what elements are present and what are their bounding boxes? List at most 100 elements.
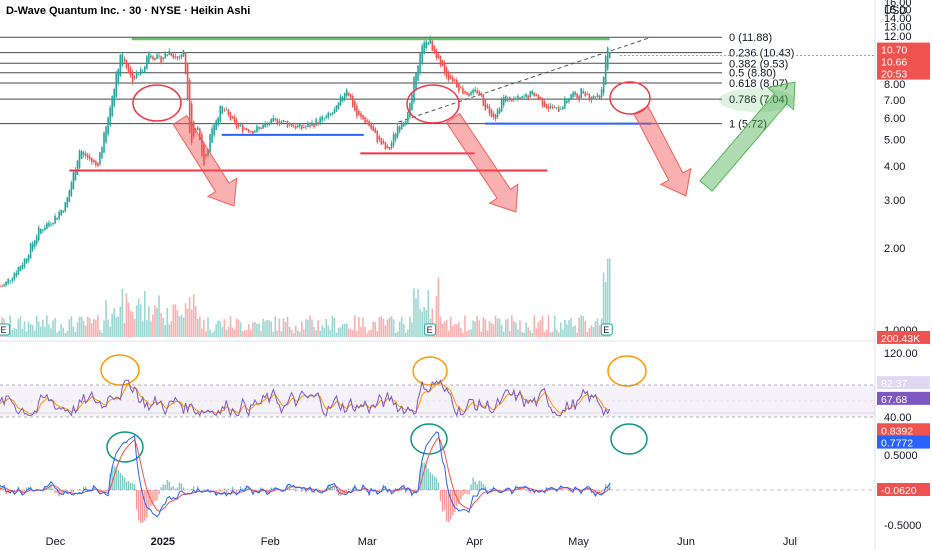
candle-body [425, 41, 428, 49]
volume-bar [152, 314, 154, 337]
volume-bar [258, 323, 260, 337]
volume-bar [427, 289, 430, 337]
candle-body [472, 89, 474, 94]
volume-bar [519, 320, 521, 337]
candle-body [270, 118, 273, 125]
candle-body [82, 152, 85, 155]
candle-body [0, 285, 1, 287]
histogram-bar [84, 486, 87, 490]
fibonacci-retracement[interactable]: 0 (11.88) 0.236 (10.43)0.382 (9.53)0.5 (8… [0, 32, 795, 131]
candle-body [148, 52, 150, 63]
volume-bar [186, 308, 189, 337]
volume-bar [227, 326, 230, 337]
volume-bar [292, 332, 295, 337]
histogram-bar [178, 482, 181, 490]
histogram-bar [150, 490, 152, 507]
price-tick-label: 6.00 [884, 113, 905, 125]
candle-body [553, 107, 556, 108]
volume-bar [562, 329, 564, 337]
candle-body [337, 102, 340, 109]
candle-body [478, 91, 481, 95]
volume-bar [559, 322, 562, 337]
volume-bar [309, 315, 311, 337]
histogram-bar [588, 488, 591, 490]
volume-bar [604, 282, 607, 337]
volume-bar [574, 325, 576, 337]
volume-bar [62, 327, 65, 337]
annotation-arrows[interactable] [172, 81, 796, 213]
histogram-bar [462, 490, 464, 496]
volume-bar [356, 330, 358, 337]
candle-body [17, 267, 20, 275]
volume-bar [107, 319, 109, 337]
volume-bar [148, 306, 150, 337]
candle-body [5, 281, 7, 286]
candle-body [46, 223, 48, 230]
candle-body [439, 55, 442, 65]
candle-body [143, 66, 146, 72]
candle-body [170, 53, 173, 56]
volume-bar [345, 323, 348, 337]
volume-bar [347, 328, 350, 337]
volume-bar [537, 322, 540, 337]
down-arrow-projected [633, 105, 692, 197]
histogram-bar [445, 490, 448, 522]
earnings-marker-label: E [427, 325, 433, 335]
candle-body [586, 94, 589, 95]
candle-body [606, 47, 609, 70]
histogram-bar [170, 487, 172, 490]
volume-bar [211, 332, 213, 337]
candle-body [109, 107, 111, 126]
rsi-value-tag [877, 376, 930, 390]
volume-bar [494, 315, 497, 337]
histogram-bar [190, 488, 193, 490]
candle-body [504, 95, 507, 102]
candle-body [474, 89, 476, 92]
volume-bar [90, 323, 93, 337]
volume-bar [305, 319, 307, 337]
fib-level-label: 0 (11.88) [729, 32, 772, 44]
volume-bar [266, 320, 268, 337]
volume-bar [329, 329, 332, 337]
candle-body [358, 110, 360, 116]
candle-body [243, 128, 246, 130]
candle-body [370, 123, 372, 129]
rsi-ma-value-tag [877, 391, 930, 405]
candle-body [449, 76, 452, 79]
histogram-bar [131, 483, 134, 490]
candle-body [154, 57, 156, 60]
histogram-bar [500, 490, 503, 492]
histogram-bar [160, 487, 162, 490]
volume-bar [482, 317, 485, 337]
candle-body [276, 119, 279, 124]
candle-body [351, 96, 354, 107]
volume-bar [95, 320, 97, 337]
candle-body [339, 96, 342, 106]
candle-body [502, 97, 505, 106]
candle-body [317, 122, 319, 125]
candle-body [58, 212, 60, 219]
histogram-bar [431, 474, 434, 490]
drawn-lines[interactable] [69, 37, 652, 172]
volume-bar [478, 320, 481, 337]
volume-bar [99, 329, 101, 337]
histogram-bar [272, 488, 274, 490]
volume-bar [533, 315, 536, 337]
candle-body [90, 157, 93, 163]
histogram-bar [384, 486, 387, 490]
volume-bar [509, 330, 511, 337]
volume-bar [192, 294, 195, 337]
histogram-bar [252, 490, 254, 496]
price-candles [0, 35, 611, 288]
candle-body [423, 42, 425, 54]
volume-bar [368, 330, 370, 337]
volume-bar [419, 309, 421, 337]
histogram-bar [454, 490, 456, 513]
down-arrow [445, 112, 519, 213]
price-tick-label: 5.00 [884, 135, 905, 147]
histogram-bar [72, 490, 75, 493]
candle-body [576, 93, 578, 99]
annotation-circles[interactable] [100, 81, 651, 463]
